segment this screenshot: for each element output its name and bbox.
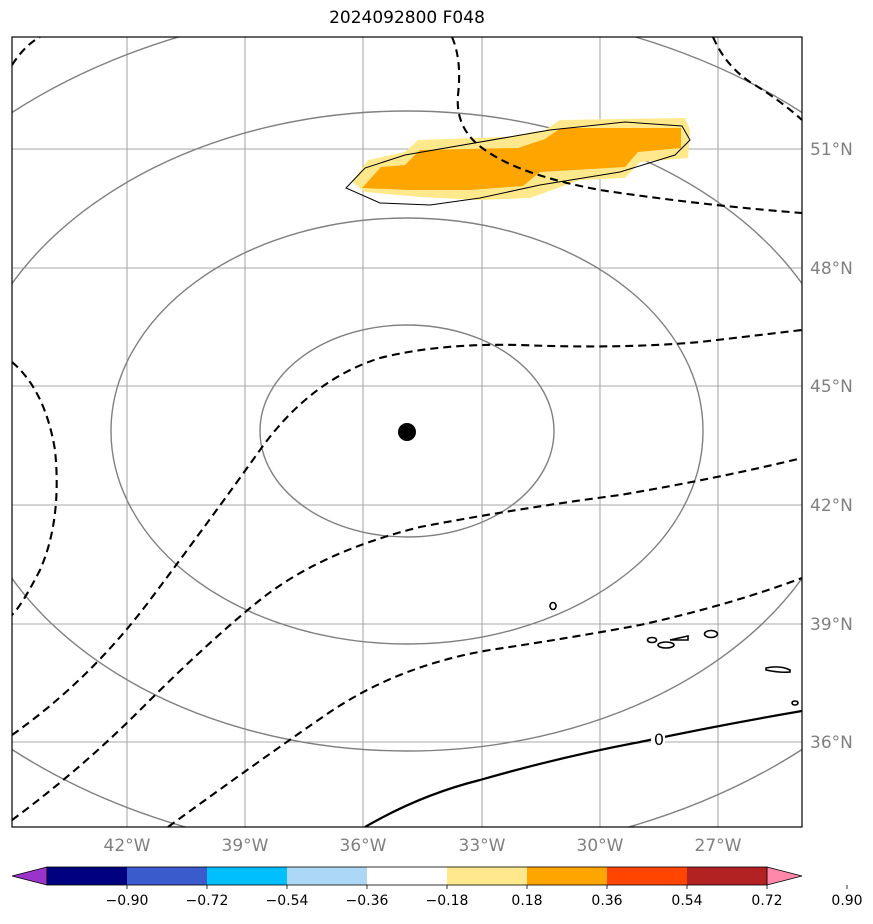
colorbar-extend-max	[766, 866, 803, 886]
lon-label-39w: 39°W	[222, 836, 269, 856]
colorbar-ticks: −0.90 −0.72 −0.54 −0.36 −0.18 0.18 0.36 0.54 0.7…	[106, 885, 863, 909]
colorbar-tick-label: −0.36	[346, 893, 389, 909]
contour-dashed-3	[167, 577, 802, 827]
lat-label-51n: 51°N	[810, 140, 853, 160]
colorbar-segment	[207, 867, 288, 885]
colorbar-tick-label: 0.18	[511, 893, 542, 909]
island-1	[549, 601, 557, 611]
colorbar-segments	[47, 867, 768, 885]
colorbar-extend-min	[11, 866, 48, 886]
colorbar-segment	[687, 867, 768, 885]
contour-zero-line	[364, 709, 802, 827]
contour-dashed-top-right	[712, 37, 802, 121]
map-title: 2024092800 F048	[329, 8, 485, 28]
colorbar-segment	[127, 867, 208, 885]
colorbar-tick-label: −0.90	[106, 893, 149, 909]
storm-center-marker	[398, 423, 416, 441]
contour-dashed-top-left	[12, 37, 41, 66]
island-7	[791, 700, 799, 706]
lat-label-39n: 39°N	[810, 615, 853, 635]
contour-zero-label: 0	[654, 730, 664, 749]
colorbar-frame	[46, 866, 768, 886]
colorbar-segment	[527, 867, 608, 885]
colorbar: −0.90 −0.72 −0.54 −0.36 −0.18 0.18 0.36 0.54 0.7…	[11, 866, 863, 909]
colorbar-segment	[607, 867, 688, 885]
graticule	[12, 37, 802, 827]
colorbar-tick-label: 0.72	[751, 893, 782, 909]
contour-dashed-2	[12, 456, 802, 821]
range-ring-1	[259, 324, 555, 538]
lon-label-33w: 33°W	[459, 836, 506, 856]
colorbar-segment	[47, 867, 128, 885]
contour-dashed-top-middle	[451, 37, 802, 215]
contour-zero-label-bg	[651, 729, 665, 749]
contour-dashed-1	[12, 328, 802, 736]
island-4	[669, 635, 689, 641]
shading-outline	[345, 121, 691, 206]
colorbar-segment	[287, 867, 368, 885]
lat-label-42n: 42°N	[810, 496, 853, 516]
lat-label-45n: 45°N	[810, 377, 853, 397]
lon-label-30w: 30°W	[577, 836, 624, 856]
range-ring-2	[110, 217, 704, 645]
longitude-labels: 42°W 39°W 36°W 33°W 30°W 27°W	[104, 836, 742, 856]
colorbar-tick-label: 0.54	[671, 893, 702, 909]
latitude-labels: 51°N 48°N 45°N 42°N 39°N 36°N	[810, 140, 853, 753]
colorbar-tick-label: −0.18	[426, 893, 469, 909]
lat-label-48n: 48°N	[810, 259, 853, 279]
contour-dashed-left	[12, 361, 58, 616]
lon-label-36w: 36°W	[340, 836, 387, 856]
island-5	[703, 629, 719, 639]
colorbar-segment	[367, 867, 448, 885]
colorbar-tick-label: 0.36	[591, 893, 622, 909]
colorbar-tick-label: −0.72	[186, 893, 229, 909]
map-frame	[11, 36, 803, 828]
range-ring-3	[12, 110, 802, 752]
island-3	[657, 641, 675, 649]
colorbar-segment	[447, 867, 528, 885]
island-6	[765, 666, 791, 674]
colorbar-tick-label: −0.54	[266, 893, 309, 909]
island-2	[646, 636, 658, 644]
lon-label-42w: 42°W	[104, 836, 151, 856]
lon-label-27w: 27°W	[695, 836, 742, 856]
shaded-field	[345, 118, 691, 206]
islands	[549, 601, 799, 706]
lat-label-36n: 36°N	[810, 733, 853, 753]
shading-orange	[362, 128, 681, 190]
dashed-contours	[12, 37, 802, 827]
colorbar-tick-label: 0.90	[831, 893, 862, 909]
